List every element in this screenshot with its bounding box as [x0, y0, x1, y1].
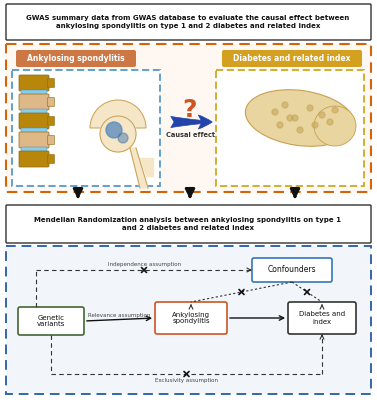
- FancyBboxPatch shape: [288, 302, 356, 334]
- FancyBboxPatch shape: [18, 307, 84, 335]
- Polygon shape: [130, 148, 148, 188]
- Text: GWAS summary data from GWAS database to evaluate the causal effect between
ankyl: GWAS summary data from GWAS database to …: [26, 15, 349, 29]
- FancyBboxPatch shape: [21, 90, 47, 95]
- FancyBboxPatch shape: [48, 154, 55, 164]
- Circle shape: [319, 112, 325, 118]
- FancyBboxPatch shape: [155, 302, 227, 334]
- FancyBboxPatch shape: [19, 113, 49, 129]
- Text: Mendelian Randomization analysis between ankylosing spondylitis on type 1
and 2 : Mendelian Randomization analysis between…: [35, 217, 342, 231]
- FancyBboxPatch shape: [6, 205, 371, 243]
- Text: Independence assumption: Independence assumption: [109, 262, 182, 267]
- Circle shape: [118, 133, 128, 143]
- Text: Exclusivity assumption: Exclusivity assumption: [155, 378, 218, 383]
- Circle shape: [332, 107, 338, 113]
- Circle shape: [327, 119, 333, 125]
- Polygon shape: [140, 158, 153, 176]
- Circle shape: [277, 122, 283, 128]
- FancyBboxPatch shape: [12, 70, 160, 186]
- FancyBboxPatch shape: [222, 50, 362, 67]
- FancyBboxPatch shape: [21, 147, 47, 152]
- Ellipse shape: [245, 90, 355, 146]
- FancyBboxPatch shape: [6, 246, 371, 394]
- Circle shape: [307, 105, 313, 111]
- Circle shape: [272, 109, 278, 115]
- FancyBboxPatch shape: [16, 50, 136, 67]
- FancyBboxPatch shape: [252, 258, 332, 282]
- Circle shape: [292, 115, 298, 121]
- Wedge shape: [90, 100, 146, 128]
- FancyBboxPatch shape: [19, 94, 49, 110]
- FancyBboxPatch shape: [19, 132, 49, 148]
- Text: Confounders: Confounders: [268, 266, 316, 274]
- FancyBboxPatch shape: [216, 70, 364, 186]
- Text: Causal effect: Causal effect: [167, 132, 216, 138]
- Ellipse shape: [314, 106, 356, 146]
- Circle shape: [282, 102, 288, 108]
- FancyBboxPatch shape: [48, 78, 55, 88]
- Circle shape: [312, 122, 318, 128]
- FancyBboxPatch shape: [6, 44, 371, 192]
- Text: Ankylosing spondylitis: Ankylosing spondylitis: [27, 54, 125, 63]
- FancyBboxPatch shape: [6, 4, 371, 40]
- Circle shape: [106, 122, 122, 138]
- Text: Genetic
variants: Genetic variants: [37, 314, 65, 328]
- Text: Relevance assumption: Relevance assumption: [88, 313, 151, 318]
- Circle shape: [297, 127, 303, 133]
- Text: Diabetes and related index: Diabetes and related index: [233, 54, 351, 63]
- Text: Ankylosing
spondylitis: Ankylosing spondylitis: [172, 312, 210, 324]
- FancyBboxPatch shape: [48, 98, 55, 106]
- FancyBboxPatch shape: [48, 136, 55, 144]
- FancyBboxPatch shape: [21, 128, 47, 133]
- FancyBboxPatch shape: [48, 116, 55, 126]
- Circle shape: [287, 115, 293, 121]
- Text: Diabetes and
index: Diabetes and index: [299, 312, 345, 324]
- FancyBboxPatch shape: [21, 109, 47, 114]
- Circle shape: [100, 116, 136, 152]
- FancyBboxPatch shape: [19, 75, 49, 91]
- FancyBboxPatch shape: [19, 151, 49, 167]
- Text: ?: ?: [183, 98, 197, 122]
